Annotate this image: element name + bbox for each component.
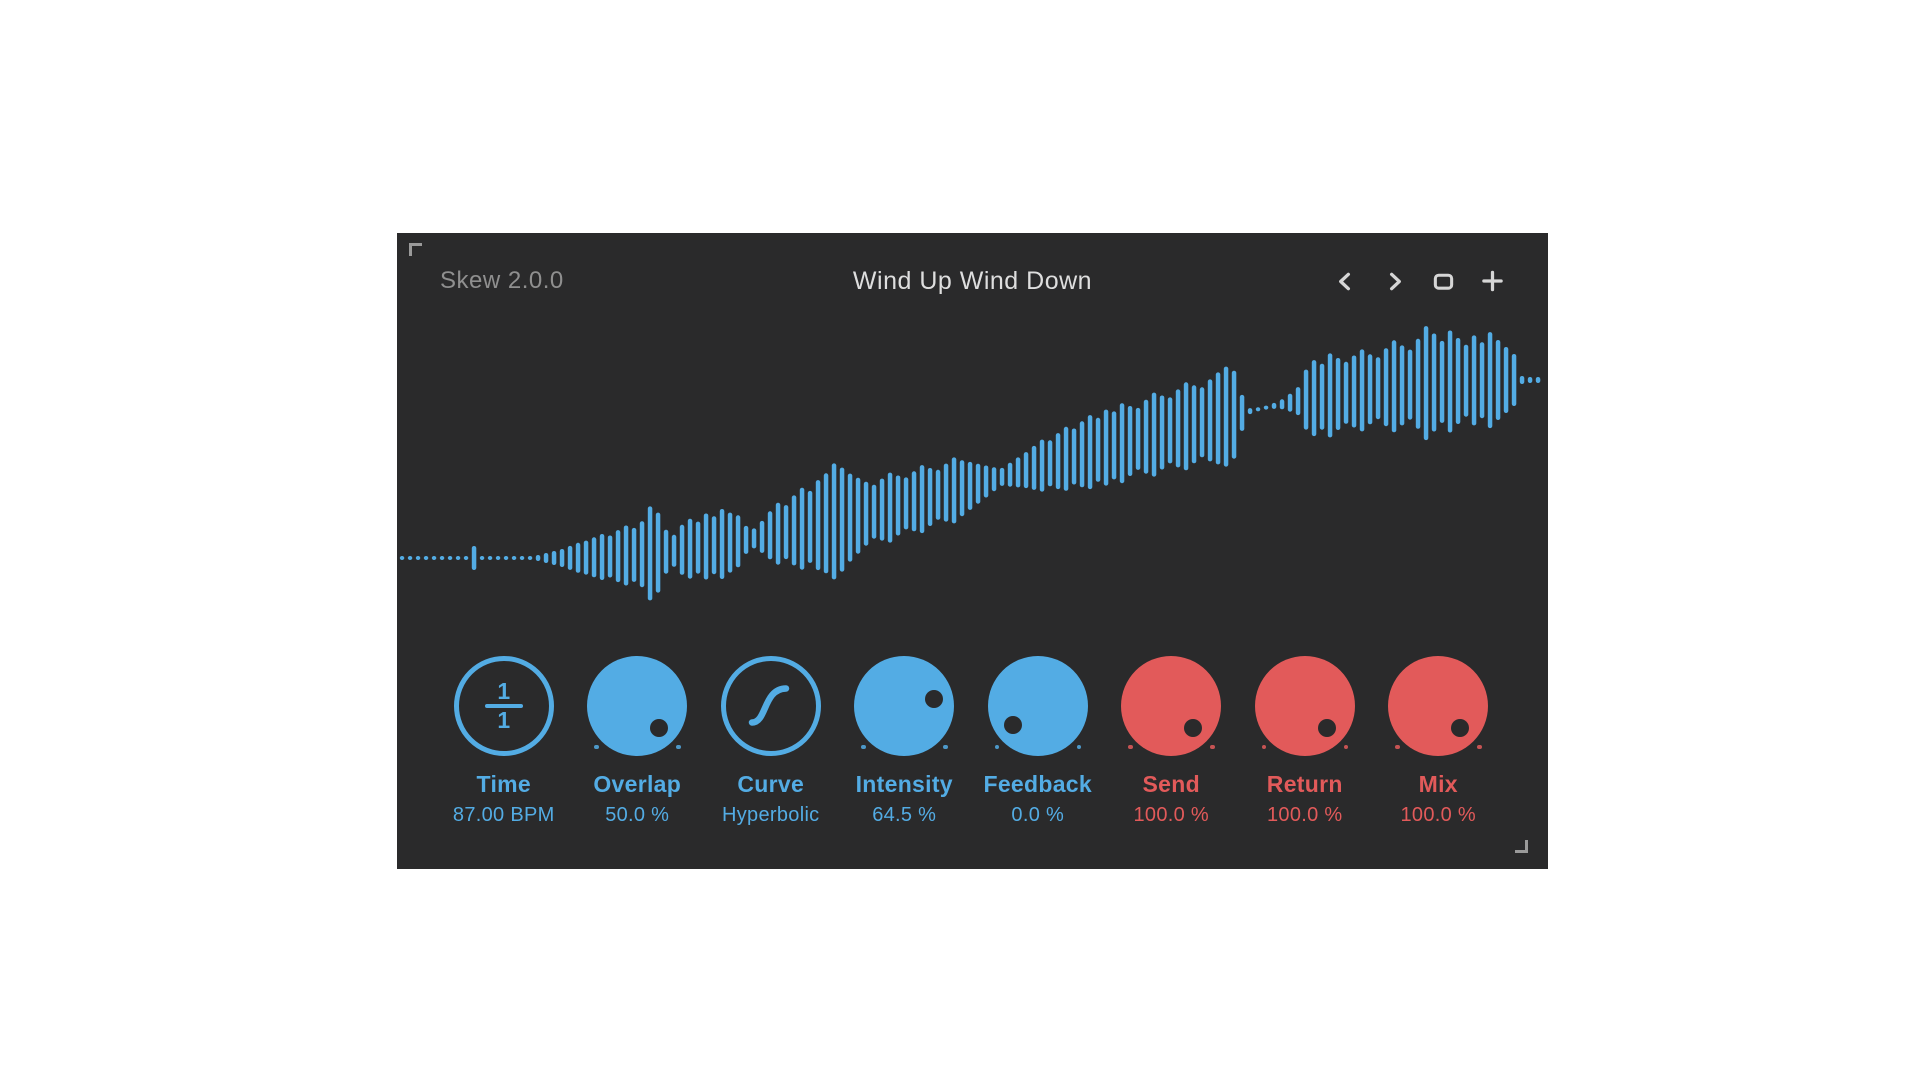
knob-min-tick xyxy=(1128,744,1133,750)
knob-min-tick xyxy=(1395,744,1400,750)
curve-value[interactable]: Hyperbolic xyxy=(722,804,820,826)
knob-time: 1 1 Time 87.00 BPM xyxy=(437,656,571,827)
mix-knob-disc xyxy=(1388,656,1489,756)
send-value[interactable]: 100.0 % xyxy=(1133,804,1209,826)
curve-label: Curve xyxy=(737,771,805,797)
feedback-knob[interactable] xyxy=(987,656,1088,756)
time-label: Time xyxy=(476,771,531,797)
knob-max-tick xyxy=(1210,744,1215,750)
knob-position-dot xyxy=(1317,718,1336,737)
chevron-left-icon xyxy=(1339,272,1351,290)
curve-knob[interactable] xyxy=(720,656,821,756)
knob-max-tick xyxy=(943,744,948,750)
return-label: Return xyxy=(1266,771,1343,797)
send-label: Send xyxy=(1142,771,1200,797)
feedback-label: Feedback xyxy=(983,771,1092,797)
mix-knob[interactable] xyxy=(1388,656,1489,756)
overlap-value[interactable]: 50.0 % xyxy=(605,804,670,826)
plugin-version-label: Skew 2.0.0 xyxy=(440,267,564,294)
time-value[interactable]: 87.00 BPM xyxy=(452,804,555,826)
plugin-window: Skew 2.0.0 Wind Up Wind Down xyxy=(397,233,1548,869)
fraction-numerator: 1 xyxy=(497,677,511,704)
feedback-knob-disc xyxy=(987,656,1088,756)
feedback-value[interactable]: 0.0 % xyxy=(1011,804,1065,826)
header-icon-group xyxy=(1334,266,1504,296)
mix-value[interactable]: 100.0 % xyxy=(1400,804,1476,826)
knob-min-tick xyxy=(594,744,599,750)
knob-min-tick xyxy=(1261,744,1267,750)
return-value[interactable]: 100.0 % xyxy=(1267,804,1343,826)
knob-max-tick xyxy=(676,744,681,750)
fraction-divider xyxy=(484,703,523,709)
mix-label: Mix xyxy=(1418,771,1458,797)
intensity-value[interactable]: 64.5 % xyxy=(872,804,937,826)
knob-max-tick xyxy=(1343,744,1349,750)
knob-max-tick xyxy=(1076,744,1082,750)
preset-title[interactable]: Wind Up Wind Down xyxy=(852,267,1093,295)
time-signature-ring-icon xyxy=(453,656,554,756)
resize-window-button[interactable] xyxy=(1432,270,1455,293)
add-preset-button[interactable] xyxy=(1481,270,1504,293)
knob-min-tick xyxy=(861,744,866,750)
knob-return: Return 100.0 % xyxy=(1238,656,1372,827)
header-bar: Skew 2.0.0 Wind Up Wind Down xyxy=(397,266,1548,296)
chevron-right-icon xyxy=(1389,272,1401,290)
plus-icon xyxy=(1482,270,1503,292)
knob-mix: Mix 100.0 % xyxy=(1372,656,1506,827)
send-knob-disc xyxy=(1121,656,1222,756)
s-curve-icon xyxy=(748,685,789,726)
knob-row: 1 1 Time 87.00 BPM Overlap 50.0 % Curve Hyperbo… xyxy=(437,656,1507,827)
intensity-label: Intensity xyxy=(855,771,953,797)
next-preset-button[interactable] xyxy=(1383,270,1406,293)
knob-position-dot xyxy=(1184,718,1203,737)
prev-preset-button[interactable] xyxy=(1334,270,1357,293)
knob-intensity: Intensity 64.5 % xyxy=(838,656,972,827)
waveform-display xyxy=(399,326,1541,601)
knob-curve: Curve Hyperbolic xyxy=(704,656,838,827)
knob-position-dot xyxy=(650,718,669,737)
knob-position-dot xyxy=(925,689,944,708)
curve-ring-icon xyxy=(720,656,821,756)
fraction-denominator: 1 xyxy=(497,707,511,734)
send-knob[interactable] xyxy=(1121,656,1222,756)
return-knob[interactable] xyxy=(1254,656,1355,756)
knob-position-dot xyxy=(1451,718,1470,737)
knob-max-tick xyxy=(1477,744,1482,750)
overlap-knob[interactable] xyxy=(587,656,688,756)
return-knob-disc xyxy=(1254,656,1355,756)
intensity-knob[interactable] xyxy=(854,656,955,756)
resize-handle-top-left-icon[interactable] xyxy=(409,243,422,256)
overlap-label: Overlap xyxy=(593,771,682,797)
knob-min-tick xyxy=(994,744,1000,750)
rounded-square-icon xyxy=(1433,273,1454,290)
knob-position-dot xyxy=(1003,715,1022,734)
knob-send: Send 100.0 % xyxy=(1105,656,1239,827)
knob-overlap: Overlap 50.0 % xyxy=(571,656,705,827)
knob-feedback: Feedback 0.0 % xyxy=(971,656,1105,827)
overlap-knob-disc xyxy=(587,656,688,756)
resize-handle-bottom-right-icon[interactable] xyxy=(1515,840,1528,853)
